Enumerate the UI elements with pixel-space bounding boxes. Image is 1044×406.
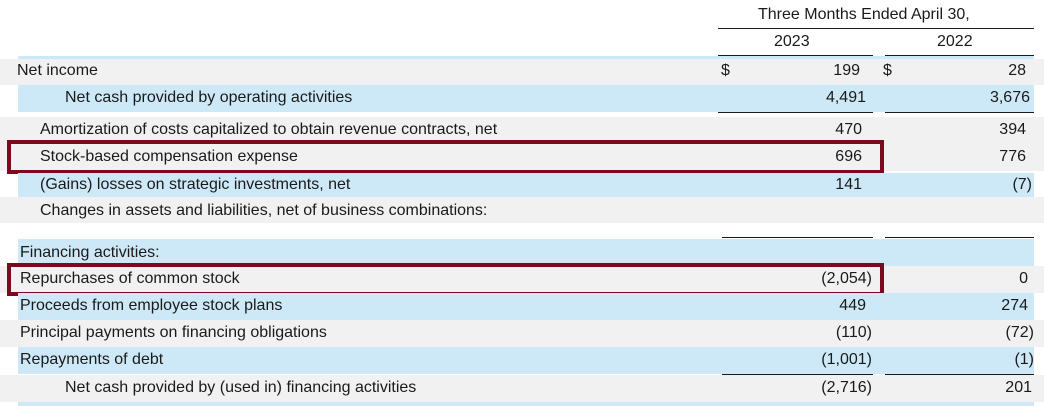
repurchases-highlight-box [7,263,884,296]
year-2023-underline [718,55,873,56]
sbc-2023: 696 [835,148,862,165]
sbc-band [0,143,1044,171]
changes-band [0,197,1044,223]
amort-label: Amortization of costs capitalized to obt… [40,121,498,138]
principal-label: Principal payments on financing obligati… [20,324,327,341]
net-income-2022: 28 [1008,62,1026,79]
period-header: Three Months Ended April 30, [758,6,970,23]
repurchases-2022: 0 [1019,270,1028,287]
op-cash-band [18,85,1034,112]
op-cash-2023: 4,491 [825,89,866,106]
year-2023-header: 2023 [774,33,810,50]
currency-symbol-2022: $ [883,62,892,79]
proceeds-2022: 274 [1001,297,1028,314]
repay-debt-band [18,347,1034,374]
net-income-band [0,59,1044,85]
principal-2022: (72) [1005,324,1034,341]
gains-2022: (7) [1012,176,1032,193]
fin-cash-2023: (2,716) [821,379,872,396]
op-cash-2023-underline [718,112,873,113]
repay-debt-2023: (1,001) [821,351,872,368]
year-2022-header: 2022 [937,33,973,50]
header-band [18,56,1034,59]
bottom-band [18,402,1034,406]
currency-symbol-2023: $ [721,62,730,79]
sbc-highlight-box [7,140,884,174]
net-income-label: Net income [17,62,98,79]
gains-band [18,173,1034,197]
repurchases-band [0,266,1044,293]
year-2022-underline [885,55,1034,56]
net-income-2023: 199 [833,62,860,79]
repurchases-label: Repurchases of common stock [20,270,240,287]
op-cash-2022: 3,676 [989,89,1030,106]
header-underline [718,28,1034,29]
amort-2022: 394 [999,121,1026,138]
fin-cash-label: Net cash provided by (used in) financing… [65,379,417,396]
amort-band [0,117,1044,143]
fin-cash-band [0,375,1044,402]
repay-debt-2022: (1) [1014,351,1034,368]
fin-cash-2022: 201 [1005,379,1032,396]
changes-label: Changes in assets and liabilities, net o… [40,202,488,219]
principal-2023: (110) [835,324,872,341]
proceeds-band [18,293,1034,320]
fin-header-label: Financing activities: [20,244,160,261]
gains-label: (Gains) losses on strategic investments,… [40,176,351,193]
sbc-label: Stock-based compensation expense [40,148,298,165]
amort-2023: 470 [835,121,862,138]
repay-debt-2022-underline [885,374,1034,375]
repay-debt-2023-underline [722,374,873,375]
op-cash-label: Net cash provided by operating activitie… [65,89,353,106]
op-cash-2022-underline [885,112,1034,113]
fin-header-band [18,239,1034,266]
sbc-2022: 776 [999,148,1026,165]
gains-2023: 141 [835,176,862,193]
principal-band [0,320,1044,347]
repay-debt-label: Repayments of debt [20,351,164,368]
fin-2023-topline [722,237,873,238]
fin-2022-topline [885,237,1034,238]
repurchases-2023: (2,054) [821,270,872,287]
proceeds-label: Proceeds from employee stock plans [20,297,283,314]
proceeds-2023: 449 [839,297,866,314]
